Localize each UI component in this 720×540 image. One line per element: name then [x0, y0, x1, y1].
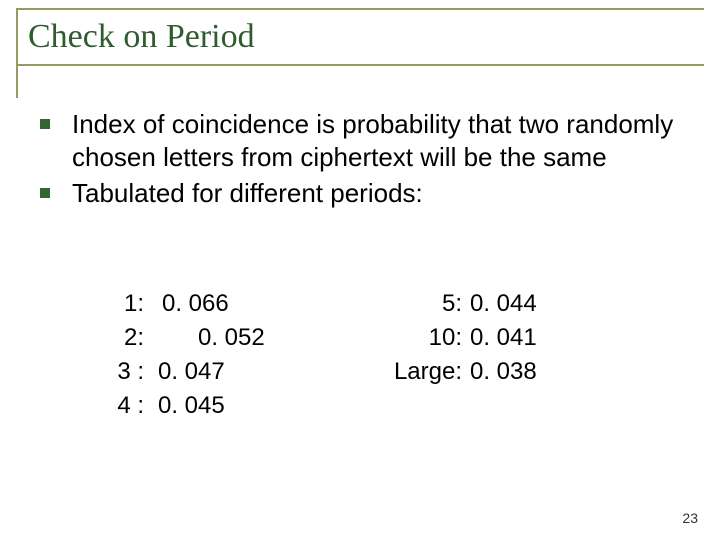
period-value: 0. 038 [470, 358, 630, 386]
period-label: 5: [370, 290, 470, 318]
period-label: 2: [100, 324, 150, 352]
period-value: 0. 066 [150, 290, 360, 318]
table-row: 3 : 0. 047 [100, 358, 360, 392]
square-bullet-icon [40, 188, 50, 198]
period-label: 10: [370, 324, 470, 352]
table-row: 4 : 0. 045 [100, 392, 360, 426]
page-number: 23 [682, 510, 698, 526]
period-label: 3 : [100, 358, 150, 386]
slide-title: Check on Period [28, 18, 255, 56]
period-label: 4 : [100, 392, 150, 420]
period-label: 1: [100, 290, 150, 318]
period-value: 0. 045 [150, 392, 360, 420]
data-table: 1: 0. 066 2: 0. 052 3 : 0. 047 4 : 0. 04… [100, 290, 630, 426]
table-row: 2: 0. 052 [100, 324, 360, 358]
content-area: Index of coincidence is probability that… [40, 108, 680, 214]
frame-left-border [16, 8, 18, 98]
table-row: Large: 0. 038 [370, 358, 630, 392]
bullet-text: Index of coincidence is probability that… [72, 108, 680, 173]
period-value: 0. 047 [150, 358, 360, 386]
bullet-text: Tabulated for different periods: [72, 177, 423, 210]
period-value: 0. 052 [150, 324, 360, 352]
table-left-column: 1: 0. 066 2: 0. 052 3 : 0. 047 4 : 0. 04… [100, 290, 360, 426]
title-underline [16, 64, 704, 66]
bullet-item: Index of coincidence is probability that… [40, 108, 680, 173]
period-label: Large: [370, 358, 470, 386]
period-value: 0. 041 [470, 324, 630, 352]
frame-top-border [16, 8, 704, 10]
table-right-column: 5: 0. 044 10: 0. 041 Large: 0. 038 [370, 290, 630, 426]
table-row: 10: 0. 041 [370, 324, 630, 358]
table-row: 5: 0. 044 [370, 290, 630, 324]
bullet-item: Tabulated for different periods: [40, 177, 680, 210]
period-value: 0. 044 [470, 290, 630, 318]
table-row: 1: 0. 066 [100, 290, 360, 324]
square-bullet-icon [40, 119, 50, 129]
